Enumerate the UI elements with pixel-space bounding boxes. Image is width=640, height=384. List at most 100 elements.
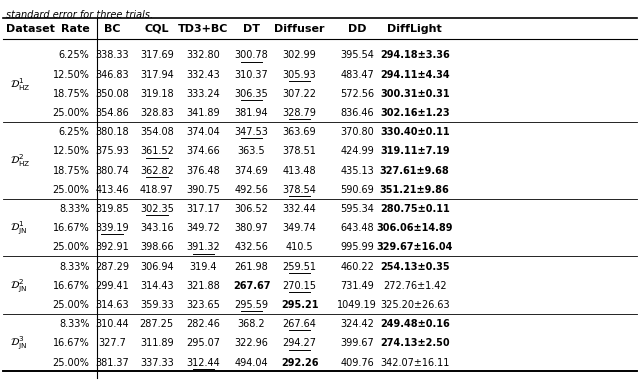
Text: 380.97: 380.97: [235, 223, 268, 233]
Text: 332.43: 332.43: [187, 70, 220, 80]
Text: 261.98: 261.98: [235, 262, 268, 272]
Text: 435.13: 435.13: [340, 166, 374, 176]
Text: 328.83: 328.83: [140, 108, 173, 118]
Text: 16.67%: 16.67%: [53, 281, 90, 291]
Text: 349.74: 349.74: [283, 223, 316, 233]
Text: 572.56: 572.56: [340, 89, 374, 99]
Text: 390.75: 390.75: [187, 185, 220, 195]
Text: 267.64: 267.64: [283, 319, 316, 329]
Text: 363.69: 363.69: [283, 127, 316, 137]
Text: 317.69: 317.69: [140, 50, 173, 61]
Text: 321.88: 321.88: [187, 281, 220, 291]
Text: CQL: CQL: [145, 24, 169, 34]
Text: DiffLight: DiffLight: [387, 24, 442, 34]
Text: 8.33%: 8.33%: [59, 204, 90, 214]
Text: 327.61±9.68: 327.61±9.68: [380, 166, 449, 176]
Text: $\mathcal{D}^2_{\mathrm{HZ}}$: $\mathcal{D}^2_{\mathrm{HZ}}$: [10, 153, 30, 169]
Text: 375.93: 375.93: [95, 146, 129, 157]
Text: 294.18±3.36: 294.18±3.36: [380, 50, 449, 61]
Text: 319.11±7.19: 319.11±7.19: [380, 146, 449, 157]
Text: 287.25: 287.25: [140, 319, 174, 329]
Text: 368.2: 368.2: [237, 319, 266, 329]
Text: 282.46: 282.46: [187, 319, 220, 329]
Text: 492.56: 492.56: [235, 185, 268, 195]
Text: 249.48±0.16: 249.48±0.16: [380, 319, 449, 329]
Text: 16.67%: 16.67%: [53, 223, 90, 233]
Text: Rate: Rate: [61, 24, 90, 34]
Text: 330.40±0.11: 330.40±0.11: [380, 127, 449, 137]
Text: 280.75±0.11: 280.75±0.11: [380, 204, 449, 214]
Text: 306.35: 306.35: [235, 89, 268, 99]
Text: 324.42: 324.42: [340, 319, 374, 329]
Text: 376.48: 376.48: [187, 166, 220, 176]
Text: 327.7: 327.7: [98, 338, 126, 349]
Text: 338.33: 338.33: [95, 50, 129, 61]
Text: $\mathcal{D}^3_{\mathrm{JN}}$: $\mathcal{D}^3_{\mathrm{JN}}$: [10, 335, 27, 352]
Text: 362.82: 362.82: [140, 166, 173, 176]
Text: 314.63: 314.63: [95, 300, 129, 310]
Text: 337.33: 337.33: [140, 358, 173, 368]
Text: 329.67±16.04: 329.67±16.04: [376, 242, 453, 253]
Text: 413.48: 413.48: [283, 166, 316, 176]
Text: 294.27: 294.27: [282, 338, 317, 349]
Text: 374.04: 374.04: [187, 127, 220, 137]
Text: 332.44: 332.44: [283, 204, 316, 214]
Text: 16.67%: 16.67%: [53, 338, 90, 349]
Text: 295.07: 295.07: [186, 338, 221, 349]
Text: 317.17: 317.17: [187, 204, 220, 214]
Text: DD: DD: [348, 24, 366, 34]
Text: 317.94: 317.94: [140, 70, 173, 80]
Text: 354.86: 354.86: [95, 108, 129, 118]
Text: 731.49: 731.49: [340, 281, 374, 291]
Text: 342.07±16.11: 342.07±16.11: [380, 358, 449, 368]
Text: 349.72: 349.72: [187, 223, 220, 233]
Text: 12.50%: 12.50%: [52, 146, 90, 157]
Text: 18.75%: 18.75%: [52, 89, 90, 99]
Text: 333.24: 333.24: [187, 89, 220, 99]
Text: 287.29: 287.29: [95, 262, 129, 272]
Text: 380.74: 380.74: [95, 166, 129, 176]
Text: 292.26: 292.26: [281, 358, 318, 368]
Text: 395.54: 395.54: [340, 50, 374, 61]
Text: DT: DT: [243, 24, 260, 34]
Text: 363.5: 363.5: [237, 146, 266, 157]
Text: 267.67: 267.67: [233, 281, 270, 291]
Text: 311.89: 311.89: [140, 338, 173, 349]
Text: 8.33%: 8.33%: [59, 262, 90, 272]
Text: 836.46: 836.46: [340, 108, 374, 118]
Text: 346.83: 346.83: [95, 70, 129, 80]
Text: 306.06±14.89: 306.06±14.89: [376, 223, 453, 233]
Text: 295.21: 295.21: [281, 300, 318, 310]
Text: 381.94: 381.94: [235, 108, 268, 118]
Text: 302.16±1.23: 302.16±1.23: [380, 108, 449, 118]
Text: 483.47: 483.47: [340, 70, 374, 80]
Text: 432.56: 432.56: [235, 242, 268, 253]
Text: 294.11±4.34: 294.11±4.34: [380, 70, 449, 80]
Text: 643.48: 643.48: [340, 223, 374, 233]
Text: 418.97: 418.97: [140, 185, 173, 195]
Text: 325.20±26.63: 325.20±26.63: [380, 300, 449, 310]
Text: 378.54: 378.54: [283, 185, 316, 195]
Text: 590.69: 590.69: [340, 185, 374, 195]
Text: 25.00%: 25.00%: [52, 358, 90, 368]
Text: 424.99: 424.99: [340, 146, 374, 157]
Text: 307.22: 307.22: [282, 89, 317, 99]
Text: 332.80: 332.80: [187, 50, 220, 61]
Text: 323.65: 323.65: [187, 300, 220, 310]
Text: 409.76: 409.76: [340, 358, 374, 368]
Text: 392.91: 392.91: [95, 242, 129, 253]
Text: 272.76±1.42: 272.76±1.42: [383, 281, 447, 291]
Text: 995.99: 995.99: [340, 242, 374, 253]
Text: 391.32: 391.32: [187, 242, 220, 253]
Text: 295.59: 295.59: [234, 300, 269, 310]
Text: 299.41: 299.41: [95, 281, 129, 291]
Text: $\mathcal{D}^1_{\mathrm{HZ}}$: $\mathcal{D}^1_{\mathrm{HZ}}$: [10, 76, 30, 93]
Text: 595.34: 595.34: [340, 204, 374, 214]
Text: 380.18: 380.18: [95, 127, 129, 137]
Text: 354.08: 354.08: [140, 127, 173, 137]
Text: 378.51: 378.51: [283, 146, 316, 157]
Text: 410.5: 410.5: [285, 242, 314, 253]
Text: 302.99: 302.99: [283, 50, 316, 61]
Text: 319.4: 319.4: [190, 262, 217, 272]
Text: 341.89: 341.89: [187, 108, 220, 118]
